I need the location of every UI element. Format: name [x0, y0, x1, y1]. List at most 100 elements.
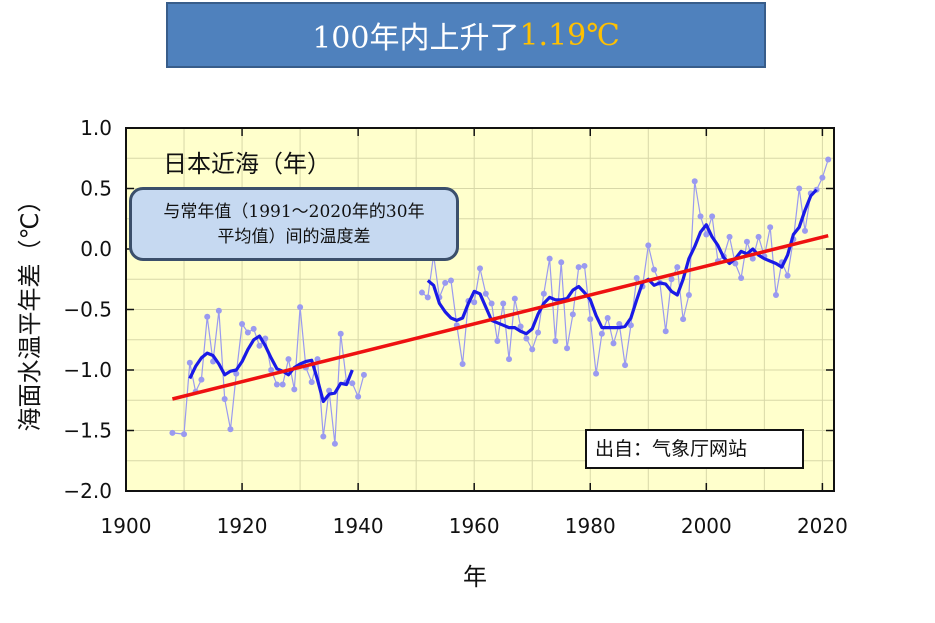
y-tick-label: −1.0: [63, 358, 112, 382]
source-credit-text: 出自：气象厅网站: [595, 438, 748, 460]
annual-point: [587, 316, 594, 323]
axis-ticks: [125, 127, 834, 492]
annual-point: [801, 227, 808, 234]
annual-point: [622, 362, 629, 369]
x-tick-label: 1920: [217, 514, 268, 538]
chart-title: 日本近海（年）: [163, 150, 331, 178]
y-tick-label: 0.5: [80, 177, 112, 201]
annual-point: [674, 264, 681, 271]
annual-point: [738, 275, 745, 282]
x-tick-label: 1900: [101, 514, 152, 538]
annual-point: [169, 429, 176, 436]
annual-point: [825, 156, 832, 163]
x-axis-label: 年: [463, 563, 487, 591]
y-tick-label: −2.0: [63, 479, 112, 503]
annual-point: [239, 321, 246, 328]
y-axis-label: 海面水温平年差（℃）: [16, 189, 44, 432]
annual-point: [743, 238, 750, 245]
headline-text: 100年内上升了: [312, 21, 520, 56]
annual-point: [627, 322, 634, 329]
annual-point: [477, 265, 483, 272]
annual-point: [552, 337, 559, 344]
annual-point: [755, 233, 762, 240]
annual-point: [535, 329, 542, 336]
annual-point: [447, 277, 454, 284]
annual-point: [772, 291, 779, 298]
annual-point: [181, 431, 188, 438]
x-tick-label: 1960: [449, 514, 500, 538]
annual-point: [320, 433, 327, 440]
annual-point: [314, 356, 321, 363]
annual-point: [418, 289, 425, 296]
y-tick-label: 1.0: [80, 116, 112, 140]
annual-point: [767, 224, 774, 231]
annual-point: [668, 276, 675, 283]
annual-point: [685, 291, 692, 298]
annual-point: [558, 259, 565, 266]
annual-point: [442, 279, 449, 286]
annual-point: [198, 376, 205, 383]
annual-point: [337, 330, 344, 337]
headline-banner: 100年内上升了 1.19℃: [166, 2, 766, 68]
callout-line-1: 与常年值（1991～2020年的30年: [163, 202, 425, 222]
y-tick-label: −0.5: [63, 298, 112, 322]
annual-point: [273, 381, 280, 388]
annual-point: [523, 335, 530, 342]
annual-point: [645, 242, 652, 249]
annual-point: [726, 233, 733, 240]
source-credit-box: 出自：气象厅网站: [585, 429, 804, 469]
moving-average-line: [188, 334, 354, 404]
annual-point: [355, 393, 362, 400]
x-tick-labels: 1900 1920 1940 1960 1980 2000 2020: [101, 514, 848, 538]
annual-point: [662, 328, 669, 335]
data-series: [169, 156, 832, 447]
annual-point: [494, 337, 501, 344]
annual-point: [564, 345, 571, 352]
annual-point: [308, 379, 315, 386]
annual-point: [540, 290, 547, 297]
annual-point: [482, 290, 489, 297]
annual-point: [500, 300, 507, 307]
annual-point: [233, 370, 240, 377]
annual-point: [581, 262, 588, 269]
annual-point: [506, 356, 513, 363]
annual-point: [331, 440, 338, 447]
annual-point: [749, 255, 756, 262]
y-tick-label: −1.5: [63, 419, 112, 443]
annual-point: [529, 346, 536, 353]
annual-point: [204, 313, 211, 320]
annual-point: [709, 213, 716, 220]
annual-point: [616, 321, 623, 328]
annual-point: [221, 396, 228, 403]
baseline-note-callout: 与常年值（1991～2020年的30年 平均值）间的温度差: [129, 187, 459, 261]
annual-point: [697, 213, 704, 220]
annual-point: [784, 272, 791, 279]
annual-point: [517, 323, 524, 330]
annual-point: [424, 294, 431, 301]
annual-point: [297, 304, 304, 311]
annual-point: [244, 329, 251, 336]
trend-line: [171, 234, 829, 401]
annual-point: [256, 342, 263, 349]
annual-point: [569, 311, 576, 318]
x-tick-label: 1980: [565, 514, 616, 538]
annual-point: [268, 367, 275, 373]
annual-point: [680, 316, 687, 323]
x-tick-label: 1940: [333, 514, 384, 538]
callout-line-2: 平均值）间的温度差: [217, 227, 371, 247]
annual-point: [546, 255, 553, 262]
y-tick-labels: 1.0 0.5 0.0 −0.5 −1.0 −1.5 −2.0: [63, 116, 112, 503]
annual-point: [471, 299, 478, 306]
annual-point: [262, 335, 269, 342]
annual-point: [326, 387, 333, 394]
annual-point: [604, 314, 611, 321]
annual-point: [511, 295, 518, 302]
annual-point: [349, 380, 356, 387]
annual-point: [215, 307, 222, 314]
annual-point: [610, 340, 617, 347]
annual-point: [285, 356, 292, 363]
annual-point: [819, 174, 826, 181]
annual-point: [291, 386, 298, 393]
annual-point: [360, 371, 367, 378]
annual-point: [186, 359, 193, 366]
